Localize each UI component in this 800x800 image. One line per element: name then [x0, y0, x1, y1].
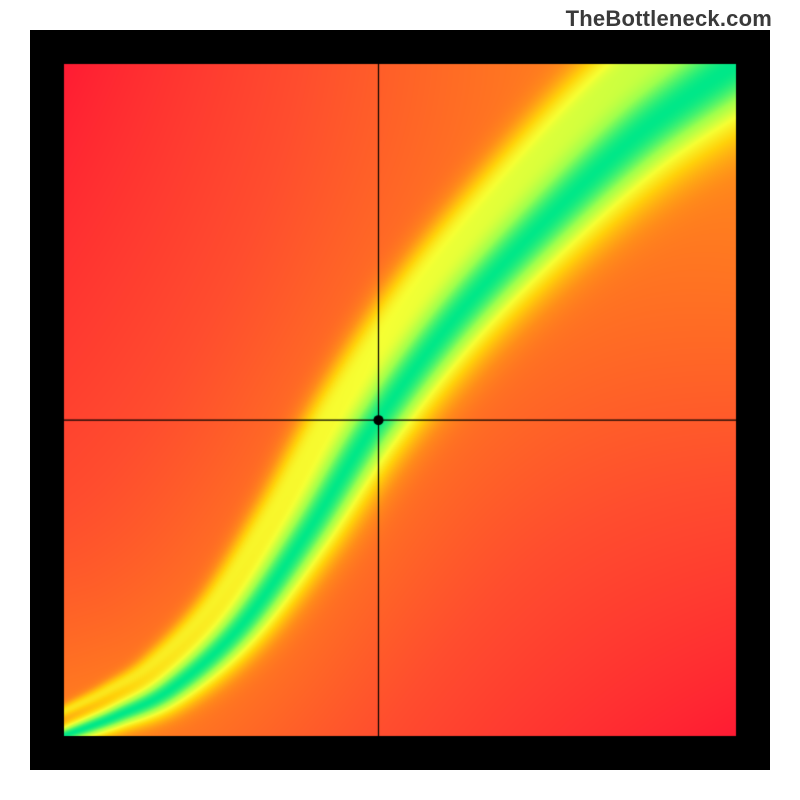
bottleneck-heatmap: [30, 30, 770, 770]
figure-stage: TheBottleneck.com: [0, 0, 800, 800]
watermark-text: TheBottleneck.com: [566, 6, 772, 32]
